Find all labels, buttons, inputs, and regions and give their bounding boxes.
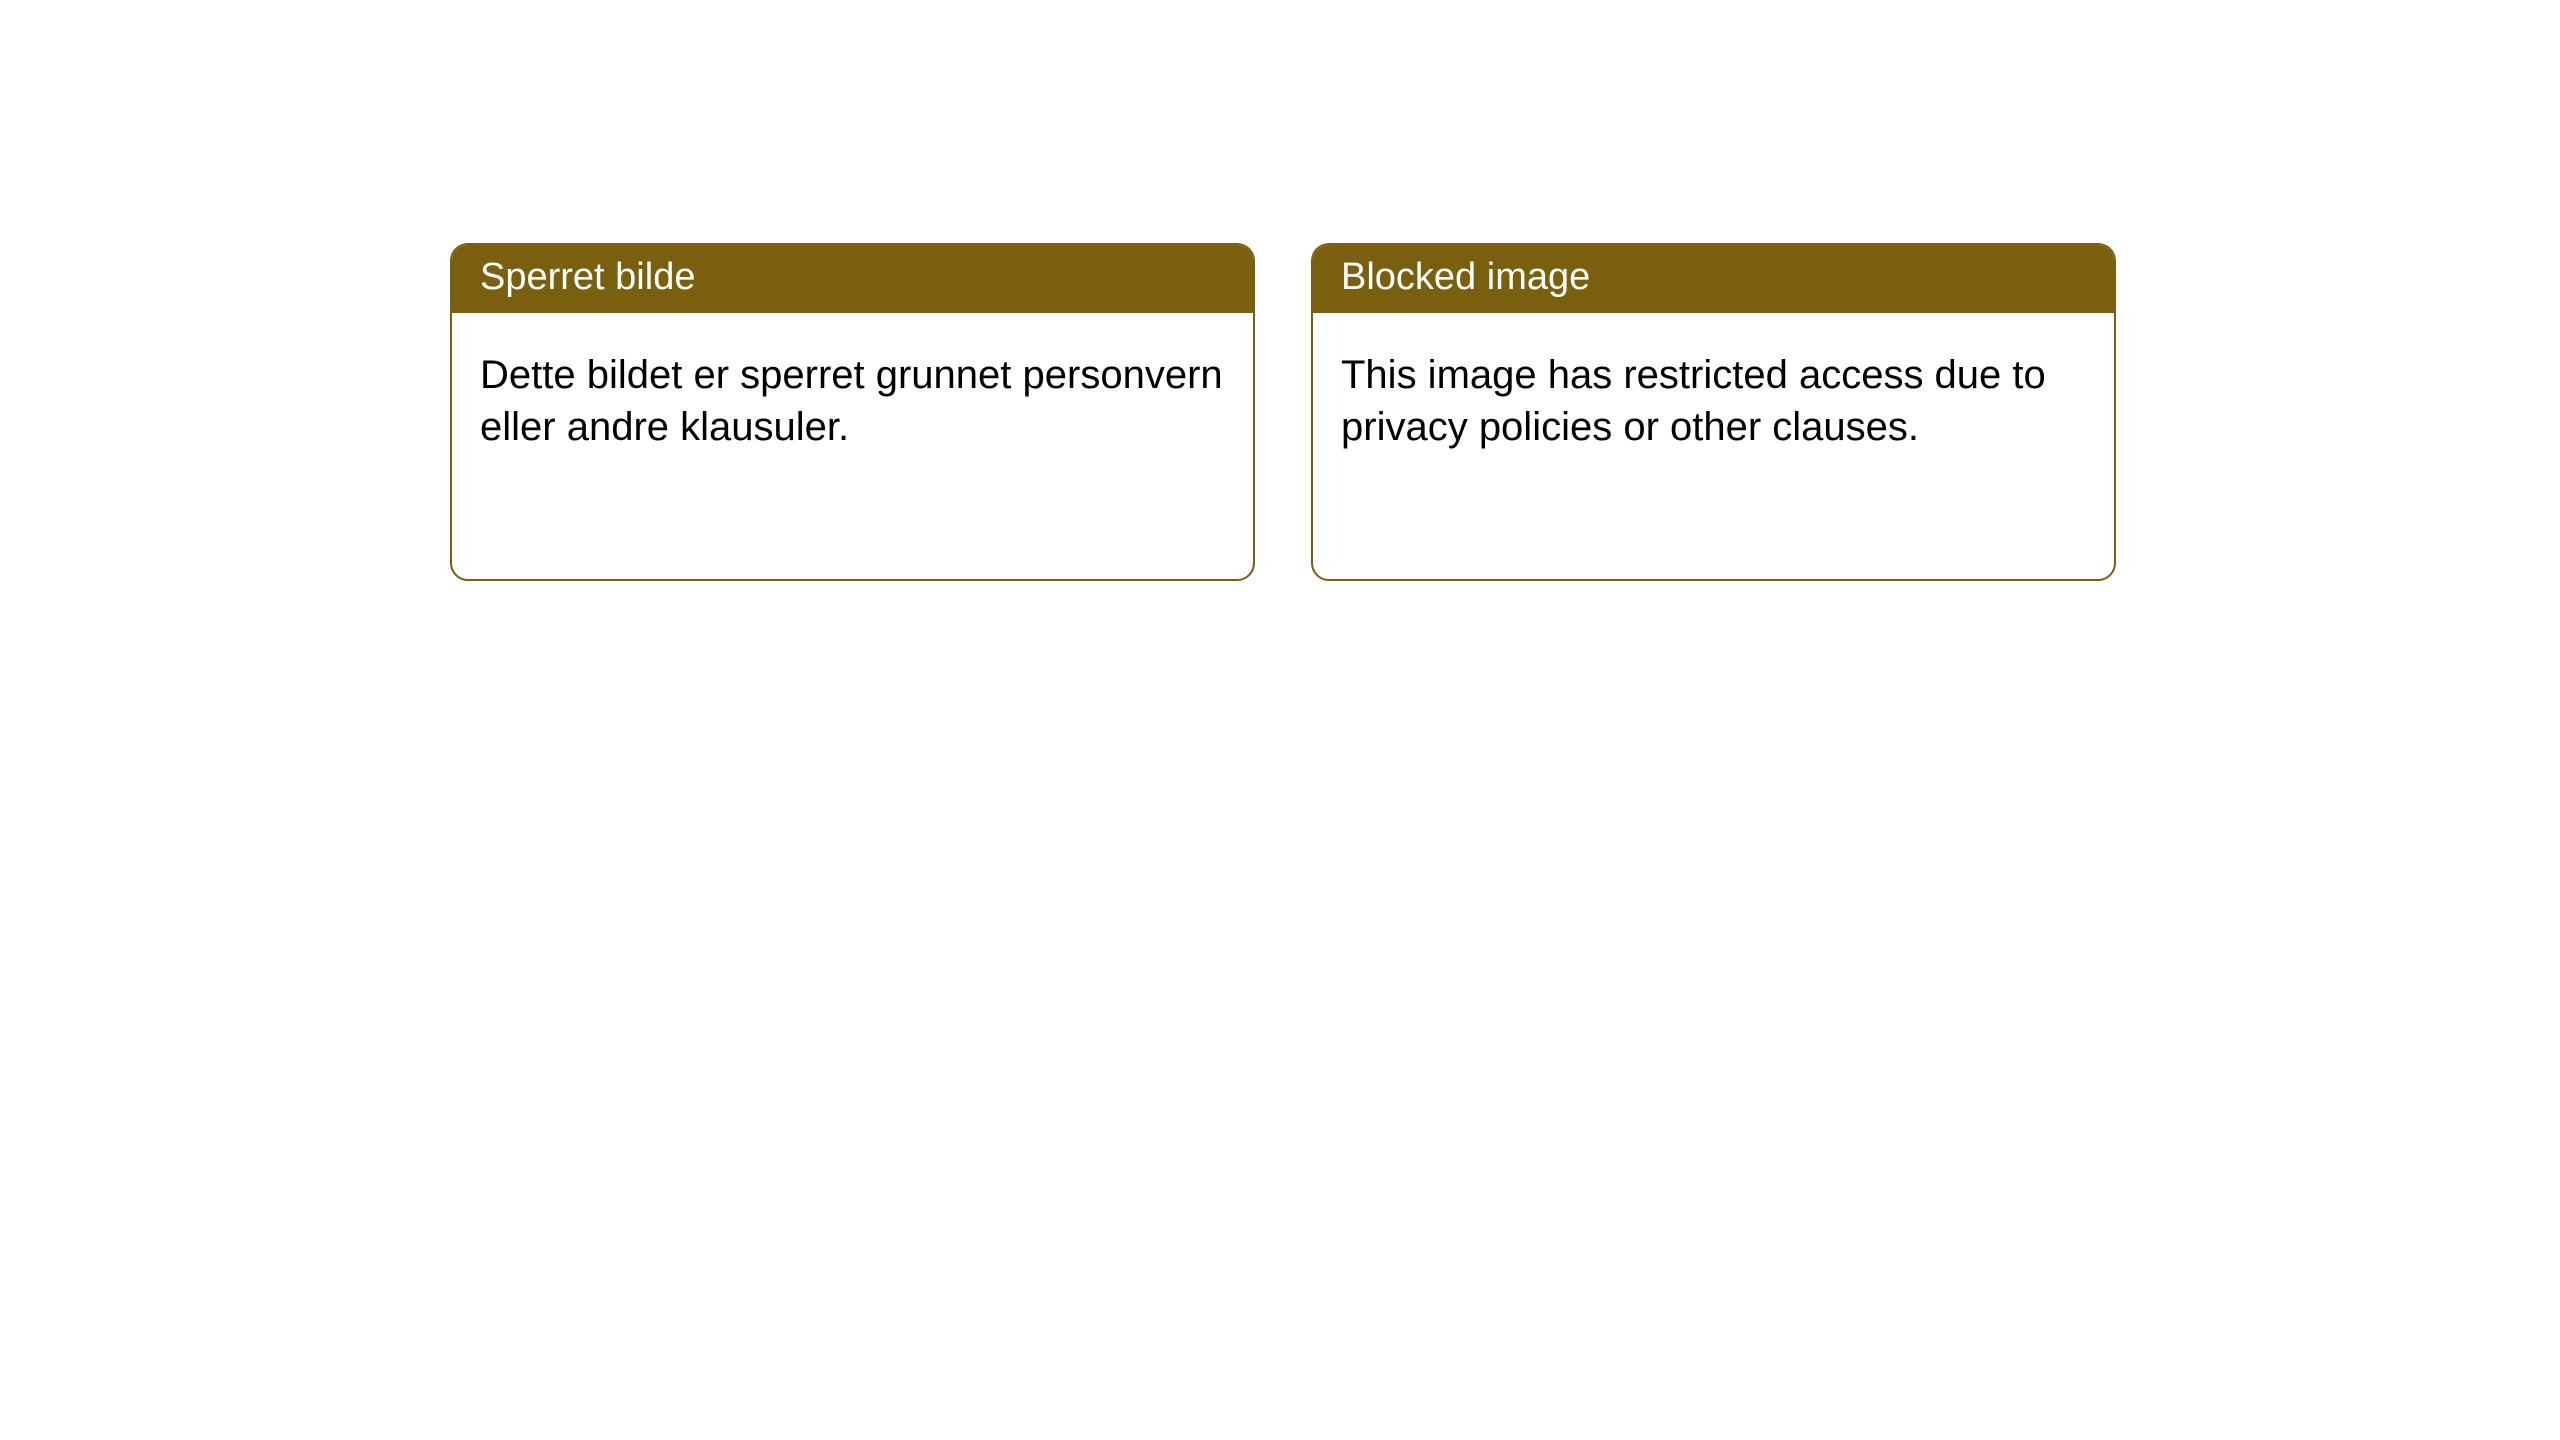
notice-title: Sperret bilde [480, 256, 695, 298]
notice-body-text: This image has restricted access due to … [1341, 353, 2046, 450]
notice-body: Dette bildet er sperret grunnet personve… [452, 313, 1253, 491]
notice-header: Sperret bilde [452, 245, 1253, 313]
notice-header: Blocked image [1313, 245, 2114, 313]
notice-body-text: Dette bildet er sperret grunnet personve… [480, 353, 1223, 450]
notice-title: Blocked image [1341, 256, 1590, 298]
notice-container: Sperret bilde Dette bildet er sperret gr… [450, 243, 2116, 581]
notice-body: This image has restricted access due to … [1313, 313, 2114, 491]
notice-card-english: Blocked image This image has restricted … [1311, 243, 2116, 581]
notice-card-norwegian: Sperret bilde Dette bildet er sperret gr… [450, 243, 1255, 581]
